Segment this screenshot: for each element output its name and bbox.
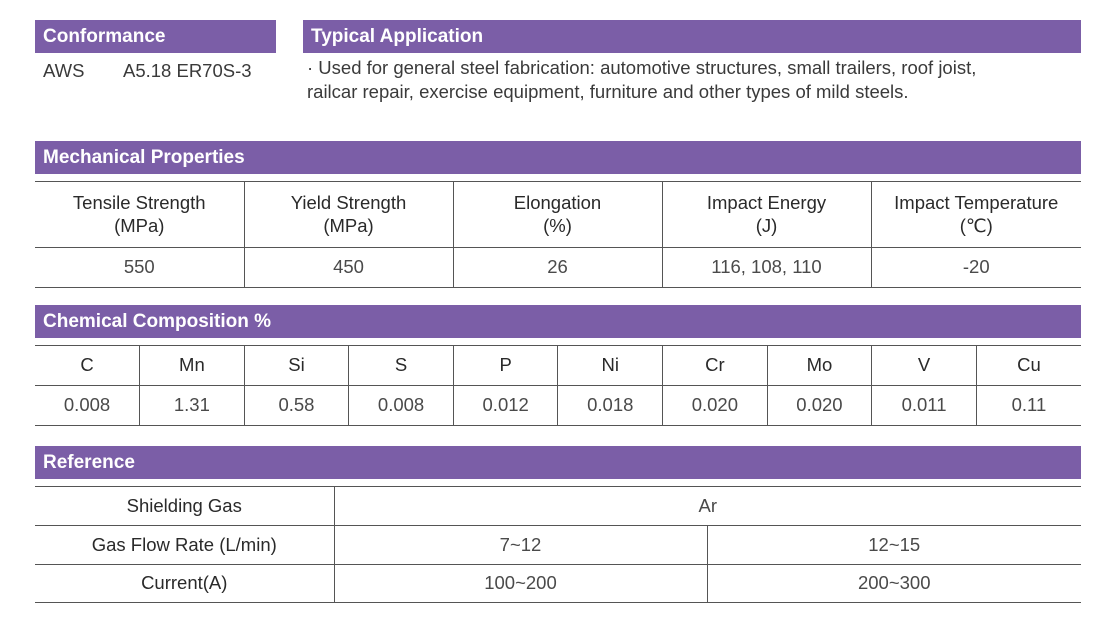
header-cell-elongation: Elongation (%) xyxy=(453,182,663,248)
header-name: Impact Temperature xyxy=(894,192,1059,214)
mechanical-header: Mechanical Properties xyxy=(35,141,1081,174)
element-cell: P xyxy=(453,346,559,386)
value-cell: 450 xyxy=(244,247,454,288)
mechanical-header-row: Tensile Strength (MPa) Yield Strength (MPa… xyxy=(35,182,1081,248)
gas-flow-label: Gas Flow Rate (L/min) xyxy=(35,525,335,565)
header-name: Elongation xyxy=(513,192,602,214)
header-name: Tensile Strength xyxy=(72,192,206,214)
header-cell-tensile: Tensile Strength (MPa) xyxy=(35,182,245,248)
chemical-title: Chemical Composition % xyxy=(43,311,272,332)
reference-title: Reference xyxy=(43,452,135,473)
gas-flow-value: 7~12 xyxy=(334,525,708,565)
value-cell: 26 xyxy=(453,247,663,288)
element-value-cell: 0.018 xyxy=(557,385,664,426)
shielding-gas-label: Shielding Gas xyxy=(35,487,335,526)
header-unit: (MPa) xyxy=(323,215,374,237)
element-value-cell: 0.020 xyxy=(767,385,873,426)
current-row: Current(A) 100~200 200~300 xyxy=(35,564,1081,603)
mechanical-value-row: 550 450 26 116, 108, 110 -20 xyxy=(35,247,1081,288)
conformance-title: Conformance xyxy=(43,26,166,47)
shielding-gas-row: Shielding Gas Ar xyxy=(35,487,1081,526)
chemical-table: C Mn Si S P Ni Cr Mo V Cu 0.008 1.31 0.58 0.008 0.012… xyxy=(35,346,1081,426)
header-unit: (MPa) xyxy=(114,215,165,237)
element-value-cell: 0.012 xyxy=(453,385,559,426)
header-name: Impact Energy xyxy=(706,192,827,214)
header-cell-yield: Yield Strength (MPa) xyxy=(244,182,454,248)
value-cell: 550 xyxy=(35,247,245,288)
element-value-cell: 0.58 xyxy=(244,385,350,426)
header-unit: (%) xyxy=(543,215,572,237)
shielding-gas-value: Ar xyxy=(334,487,1081,526)
divider xyxy=(35,486,1081,487)
gas-flow-row: Gas Flow Rate (L/min) 7~12 12~15 xyxy=(35,525,1081,565)
current-value: 200~300 xyxy=(707,564,1081,603)
mechanical-table: Tensile Strength (MPa) Yield Strength (MPa… xyxy=(35,182,1081,288)
element-cell: Cu xyxy=(976,346,1081,386)
conformance-standard: AWS xyxy=(43,60,85,81)
header-cell-impact-energy: Impact Energy (J) xyxy=(662,182,872,248)
header-name: Yield Strength xyxy=(290,192,407,214)
element-value-cell: 1.31 xyxy=(139,385,245,426)
element-value-cell: 0.008 xyxy=(348,385,454,426)
element-value-cell: 0.11 xyxy=(976,385,1081,426)
element-value-cell: 0.008 xyxy=(35,385,141,426)
application-header: Typical Application xyxy=(303,20,1081,53)
value-cell: 116, 108, 110 xyxy=(662,247,872,288)
application-title: Typical Application xyxy=(311,26,484,47)
element-value-cell: 0.020 xyxy=(662,385,768,426)
chemical-value-row: 0.008 1.31 0.58 0.008 0.012 0.018 0.020 0.020 0.… xyxy=(35,385,1081,426)
divider xyxy=(35,181,1081,182)
element-value-cell: 0.011 xyxy=(871,385,977,426)
element-cell: V xyxy=(871,346,977,386)
element-cell: Ni xyxy=(557,346,664,386)
reference-table: Shielding Gas Ar Gas Flow Rate (L/min) 7… xyxy=(35,487,1081,603)
chemical-header: Chemical Composition % xyxy=(35,305,1081,338)
application-line-2: railcar repair, exercise equipment, furn… xyxy=(307,81,909,102)
element-cell: C xyxy=(35,346,141,386)
element-cell: S xyxy=(348,346,454,386)
chemical-element-row: C Mn Si S P Ni Cr Mo V Cu xyxy=(35,346,1081,386)
conformance-classification: A5.18 ER70S-3 xyxy=(123,60,252,81)
application-line-1: · Used for general steel fabrication: au… xyxy=(307,57,977,78)
header-unit: (℃) xyxy=(959,215,993,237)
value-cell: -20 xyxy=(871,247,1081,288)
current-value: 100~200 xyxy=(334,564,708,603)
mechanical-title: Mechanical Properties xyxy=(43,147,245,168)
element-cell: Cr xyxy=(662,346,768,386)
gas-flow-value: 12~15 xyxy=(707,525,1081,565)
element-cell: Mo xyxy=(767,346,873,386)
reference-header: Reference xyxy=(35,446,1081,479)
conformance-header: Conformance xyxy=(35,20,276,53)
header-cell-impact-temperature: Impact Temperature (℃) xyxy=(871,182,1081,248)
divider xyxy=(35,345,1081,346)
header-unit: (J) xyxy=(755,215,778,237)
element-cell: Mn xyxy=(139,346,245,386)
current-label: Current(A) xyxy=(35,564,335,603)
element-cell: Si xyxy=(244,346,350,386)
